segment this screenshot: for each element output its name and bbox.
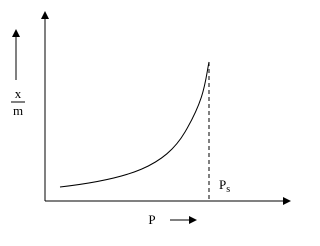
y-label-denominator: m	[13, 103, 23, 118]
y-label-numerator: x	[15, 86, 22, 101]
isotherm-curve	[59, 61, 210, 188]
saturation-label: Ps	[219, 177, 230, 195]
x-label: P	[148, 212, 155, 227]
diagram: x m P Ps	[11, 11, 291, 227]
saturation-base: P	[219, 177, 226, 192]
saturation-subscript: s	[226, 184, 230, 195]
